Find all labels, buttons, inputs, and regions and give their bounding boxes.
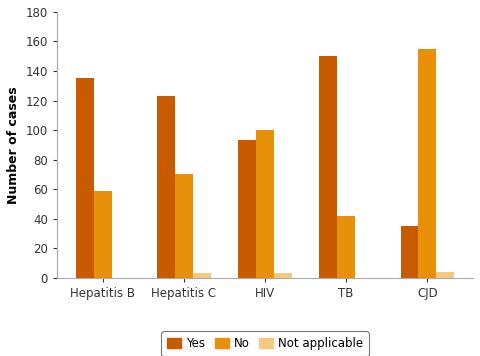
Bar bbox=[256, 130, 274, 278]
Bar bbox=[76, 78, 94, 278]
Bar bbox=[319, 56, 337, 278]
Bar bbox=[400, 226, 419, 278]
Y-axis label: Number of cases: Number of cases bbox=[7, 86, 20, 204]
Bar bbox=[419, 49, 436, 278]
Bar bbox=[157, 96, 175, 278]
Bar bbox=[175, 174, 193, 278]
Bar bbox=[274, 273, 292, 278]
Legend: Yes, No, Not applicable: Yes, No, Not applicable bbox=[161, 331, 369, 356]
Bar bbox=[193, 273, 211, 278]
Bar bbox=[337, 216, 355, 278]
Bar bbox=[94, 190, 111, 278]
Bar bbox=[436, 272, 454, 278]
Bar bbox=[238, 140, 256, 278]
